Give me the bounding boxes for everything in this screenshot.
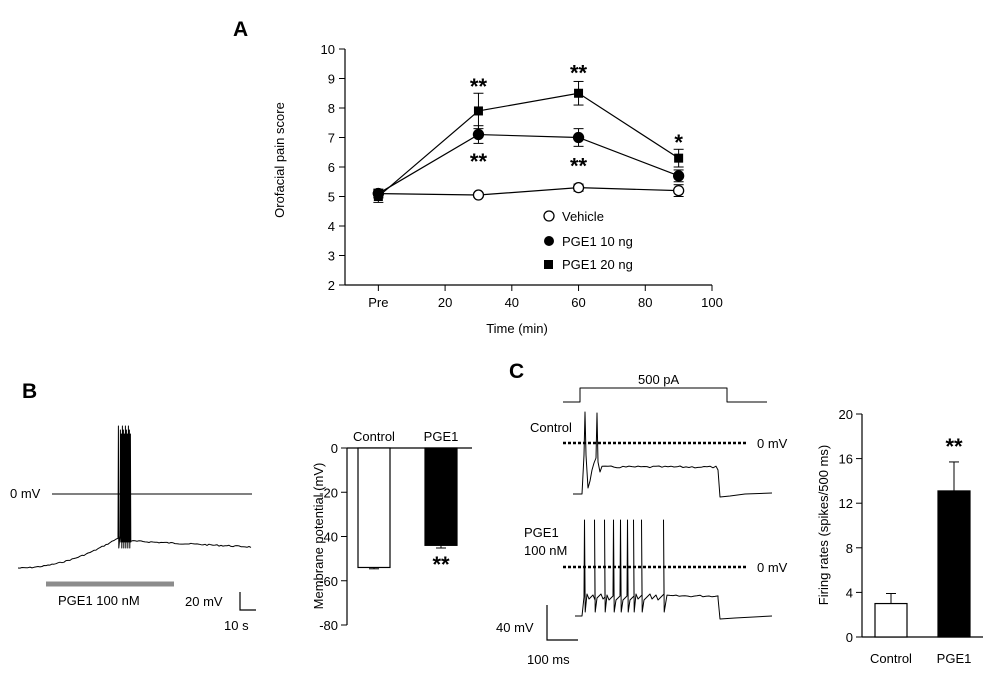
category-label: Control: [870, 651, 912, 666]
trace-c-pge1-voltage: [575, 519, 773, 620]
y-tick-label: 4: [846, 585, 853, 600]
trace-c-control-voltage: [573, 411, 773, 498]
trace-c-step-label: 500 pA: [638, 372, 680, 387]
x-tick-label: 100: [701, 295, 723, 310]
trace-c-scale-t: 100 ms: [527, 652, 570, 667]
y-tick-label: 4: [328, 219, 335, 234]
trace-b-scale-v: 20 mV: [185, 594, 223, 609]
y-tick-label: 8: [328, 101, 335, 116]
panel-a-plot: *********: [372, 61, 685, 203]
significance-marker: **: [432, 552, 450, 577]
trace-b-voltage: [17, 425, 252, 569]
trace-c-scalebar: [546, 605, 578, 641]
x-tick-label: 60: [571, 295, 585, 310]
trace-b-drug-label: PGE1 100 nM: [58, 593, 140, 608]
trace-c-pge1-label: PGE1: [524, 525, 559, 540]
category-label: Control: [353, 429, 395, 444]
significance-marker: **: [570, 61, 588, 86]
legend-pge1-10-label: PGE1 10 ng: [562, 234, 633, 249]
c-bar-ticks: 0 4 8 12 16 20: [839, 407, 862, 645]
panel-a-label: A: [233, 18, 248, 41]
y-tick-label: -40: [319, 530, 338, 545]
y-tick-label: 2: [328, 278, 335, 293]
trace-c-pge1-zero-label: 0 mV: [757, 560, 788, 575]
legend-pge1-20-label: PGE1 20 ng: [562, 257, 633, 272]
b-bar-bars: Control PGE1 **: [353, 429, 458, 577]
y-tick-label: 3: [328, 249, 335, 264]
y-tick-label: -80: [319, 618, 338, 633]
x-tick-label: 40: [505, 295, 519, 310]
significance-marker: **: [570, 154, 588, 179]
trace-c-current-step: [563, 387, 767, 403]
y-tick-label: 0: [846, 630, 853, 645]
c-bar-bars: Control PGE1 **: [870, 434, 971, 666]
data-point: [574, 88, 584, 98]
b-bar-ticks: 0 -20 -40 -60 -80: [319, 441, 347, 633]
legend-vehicle-label: Vehicle: [562, 209, 604, 224]
series-line: [377, 92, 679, 197]
y-tick-label: 6: [328, 160, 335, 175]
legend-pge1-20-marker: [544, 260, 553, 269]
x-tick-label: 20: [438, 295, 452, 310]
data-point: [572, 131, 585, 144]
data-point: [672, 170, 685, 182]
series-line: [378, 187, 679, 196]
panel-a: A Pre 20 40 60 80 100 2 3 4 5 6 7 8 9 10 Orofacial pai…: [233, 18, 723, 336]
data-point: [472, 128, 485, 141]
y-tick-label: 8: [846, 541, 853, 556]
significance-marker: **: [945, 434, 963, 459]
panel-c-label: C: [509, 360, 524, 383]
panel-a-legend: Vehicle PGE1 10 ng PGE1 20 ng: [543, 209, 633, 272]
bar: [357, 447, 391, 569]
data-point: [473, 106, 483, 116]
data-point: [672, 184, 685, 197]
y-tick-label: 16: [839, 452, 853, 467]
series-line: [378, 133, 679, 195]
trace-c-scale-v: 40 mV: [496, 620, 534, 635]
x-tick-label: 80: [638, 295, 652, 310]
panel-b: B 0 mV PGE1 100 nM 20 mV 10 s 0 -20 -40 -60…: [10, 380, 472, 633]
panel-a-y-label: Orofacial pain score: [272, 102, 287, 218]
data-point: [572, 181, 585, 194]
y-tick-label: 12: [839, 496, 853, 511]
y-tick-label: 20: [839, 407, 853, 422]
trace-b-scale-t: 10 s: [224, 618, 249, 633]
data-point: [472, 189, 485, 201]
y-tick-label: 9: [328, 72, 335, 87]
panel-a-ticks: Pre 20 40 60 80 100 2 3 4 5 6 7 8 9 10: [321, 42, 723, 310]
y-tick-label: 5: [328, 190, 335, 205]
legend-vehicle-marker: [543, 210, 555, 222]
y-tick-label: 7: [328, 131, 335, 146]
significance-marker: **: [470, 74, 488, 99]
category-label: PGE1: [937, 651, 972, 666]
y-tick-label: -60: [319, 574, 338, 589]
panel-a-x-label: Time (min): [486, 321, 548, 336]
category-label: PGE1: [424, 429, 459, 444]
c-bar-y-label: Firing rates (spikes/500 ms): [816, 445, 831, 605]
data-point: [373, 192, 383, 201]
b-bar-y-label: Membrane potential (mV): [311, 463, 326, 610]
significance-marker: **: [470, 149, 488, 174]
panel-c: C 500 pA Control 0 mV PGE1 100 nM 0 mV 4…: [496, 360, 983, 667]
trace-c-control-label: Control: [530, 420, 572, 435]
trace-b-scalebar: [239, 592, 256, 611]
trace-c-pge1-conc-label: 100 nM: [524, 543, 567, 558]
y-tick-label: 0: [331, 441, 338, 456]
data-point: [674, 153, 684, 163]
bar: [874, 602, 908, 638]
panel-b-label: B: [22, 380, 37, 403]
legend-pge1-10-marker: [544, 236, 554, 246]
bar: [937, 490, 971, 638]
trace-b-zero-label: 0 mV: [10, 486, 41, 501]
significance-marker: *: [674, 130, 683, 155]
bar: [424, 447, 458, 546]
y-tick-label: 10: [321, 42, 335, 57]
y-tick-label: -20: [319, 485, 338, 500]
trace-c-control-zero-label: 0 mV: [757, 436, 788, 451]
x-tick-label: Pre: [368, 295, 388, 310]
